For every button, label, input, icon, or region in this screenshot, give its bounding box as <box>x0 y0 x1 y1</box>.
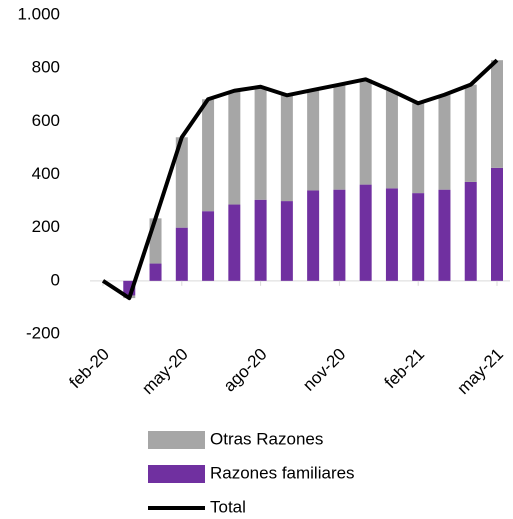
bar-segment <box>254 86 267 200</box>
bar-segment <box>307 89 320 191</box>
legend-swatch <box>148 431 205 449</box>
bar-segment <box>333 189 346 281</box>
bar-segment <box>385 188 398 281</box>
y-tick-label: 0 <box>51 270 60 289</box>
bar-segment <box>175 227 188 281</box>
bar-segment <box>491 60 503 168</box>
bar-segment <box>202 211 215 281</box>
x-tick-label: nov-20 <box>299 345 349 395</box>
bar-segment <box>228 204 241 281</box>
y-tick-label: 400 <box>32 164 60 183</box>
bar-segment <box>412 193 425 281</box>
legend-swatch <box>148 465 205 483</box>
bar-segment <box>438 94 451 190</box>
y-tick-label: 600 <box>32 111 60 130</box>
legend-label: Otras Razones <box>210 429 323 448</box>
x-tick-label: feb-21 <box>381 345 429 393</box>
legend-label: Total <box>210 497 246 516</box>
bar-segment <box>359 184 372 281</box>
bar-segment <box>307 190 320 281</box>
bar-segment <box>385 90 398 189</box>
y-tick-label: -200 <box>26 323 60 342</box>
bar-segment <box>464 84 477 182</box>
bar-segment <box>254 199 267 281</box>
y-tick-label: 1.000 <box>17 4 60 23</box>
x-tick-label: ago-20 <box>220 345 271 396</box>
total-line <box>101 58 499 301</box>
legend-label: Razones familiares <box>210 463 355 482</box>
x-tick-label: feb-20 <box>65 345 113 393</box>
bar-segment <box>491 167 503 281</box>
y-tick-label: 200 <box>32 217 60 236</box>
bar-segment <box>464 181 477 281</box>
bar-segment <box>333 84 346 190</box>
bar-segment <box>412 103 425 194</box>
bar-segment <box>123 280 136 296</box>
bar-segment <box>175 137 188 228</box>
bar-segment <box>438 189 451 281</box>
bar-segment <box>280 95 293 202</box>
x-tick-label: may-20 <box>138 345 192 399</box>
bar-segment <box>149 263 162 281</box>
bar-segment <box>359 79 372 185</box>
bar-segment <box>280 201 293 281</box>
y-tick-label: 800 <box>32 58 60 77</box>
bar-segment <box>202 99 215 212</box>
x-tick-label: may-21 <box>453 345 507 399</box>
bar-segment <box>228 90 241 205</box>
